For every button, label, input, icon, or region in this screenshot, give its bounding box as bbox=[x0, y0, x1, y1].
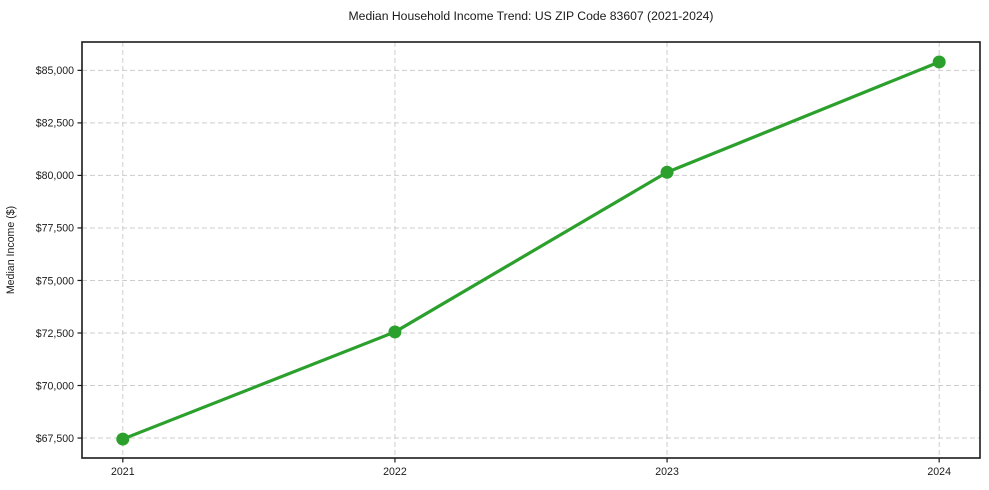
x-tick-label: 2022 bbox=[383, 466, 407, 478]
series-line bbox=[121, 60, 941, 441]
data-point-marker bbox=[116, 432, 130, 446]
y-tick-label: $75,000 bbox=[36, 275, 74, 287]
ticks-layer: $67,500 $70,000 $72,500 $75,000 $77,500 $80,0… bbox=[36, 65, 951, 478]
gridlines bbox=[82, 42, 980, 458]
x-tick-label: 2023 bbox=[655, 466, 679, 478]
y-tick-label: $82,500 bbox=[36, 118, 74, 130]
plot-border bbox=[81, 41, 981, 459]
y-tick-label: $72,500 bbox=[36, 328, 74, 340]
x-tick-label: 2024 bbox=[927, 466, 951, 478]
data-point-marker bbox=[660, 165, 674, 179]
chart-title: Median Household Income Trend: US ZIP Co… bbox=[349, 9, 714, 23]
y-tick-label: $80,000 bbox=[36, 170, 74, 182]
data-point-marker bbox=[388, 325, 402, 339]
x-tick-label: 2021 bbox=[111, 466, 135, 478]
y-tick-label: $85,000 bbox=[36, 65, 74, 77]
y-tick-label: $77,500 bbox=[36, 223, 74, 235]
series-layer bbox=[116, 55, 946, 446]
data-point-marker bbox=[932, 55, 946, 69]
y-tick-label: $70,000 bbox=[36, 380, 74, 392]
y-axis-label: Median Income ($) bbox=[5, 206, 17, 294]
y-tick-label: $67,500 bbox=[36, 433, 74, 445]
